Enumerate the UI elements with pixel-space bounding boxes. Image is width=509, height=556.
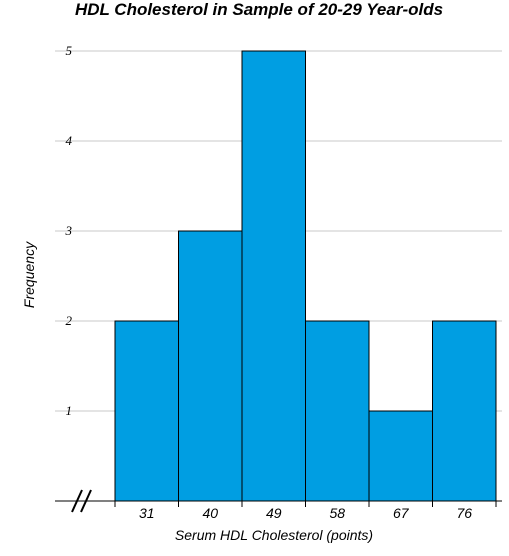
- axis-break-mark: [71, 489, 92, 513]
- bar-40: [178, 230, 243, 502]
- bars: [114, 50, 497, 502]
- bar-76: [432, 320, 497, 502]
- x-axis: [55, 489, 502, 513]
- y-tick-label: 3: [65, 223, 73, 238]
- x-tick-label: 58: [329, 505, 345, 521]
- x-axis-label: Serum HDL Cholesterol (points): [175, 527, 373, 543]
- y-tick-label: 2: [66, 313, 73, 328]
- chart-title: HDL Cholesterol in Sample of 20-29 Year-…: [75, 0, 443, 19]
- bar-49: [241, 50, 306, 502]
- x-tick-label: 76: [456, 505, 472, 521]
- x-tick-label: 67: [393, 505, 410, 521]
- bar-67: [368, 410, 433, 502]
- y-axis-label: Frequency: [21, 241, 37, 308]
- x-tick-labels: 31 40 49 58 67 76: [139, 505, 472, 521]
- x-tick-label: 40: [202, 505, 218, 521]
- y-tick-label: 1: [66, 403, 73, 418]
- x-tick-label: 49: [266, 505, 282, 521]
- x-tick-label: 31: [139, 505, 155, 521]
- bar-31: [114, 320, 179, 502]
- y-tick-label: 4: [66, 133, 73, 148]
- bar-58: [305, 320, 370, 502]
- y-tick-labels: 1 2 3 4 5: [65, 43, 73, 418]
- y-tick-label: 5: [66, 43, 73, 58]
